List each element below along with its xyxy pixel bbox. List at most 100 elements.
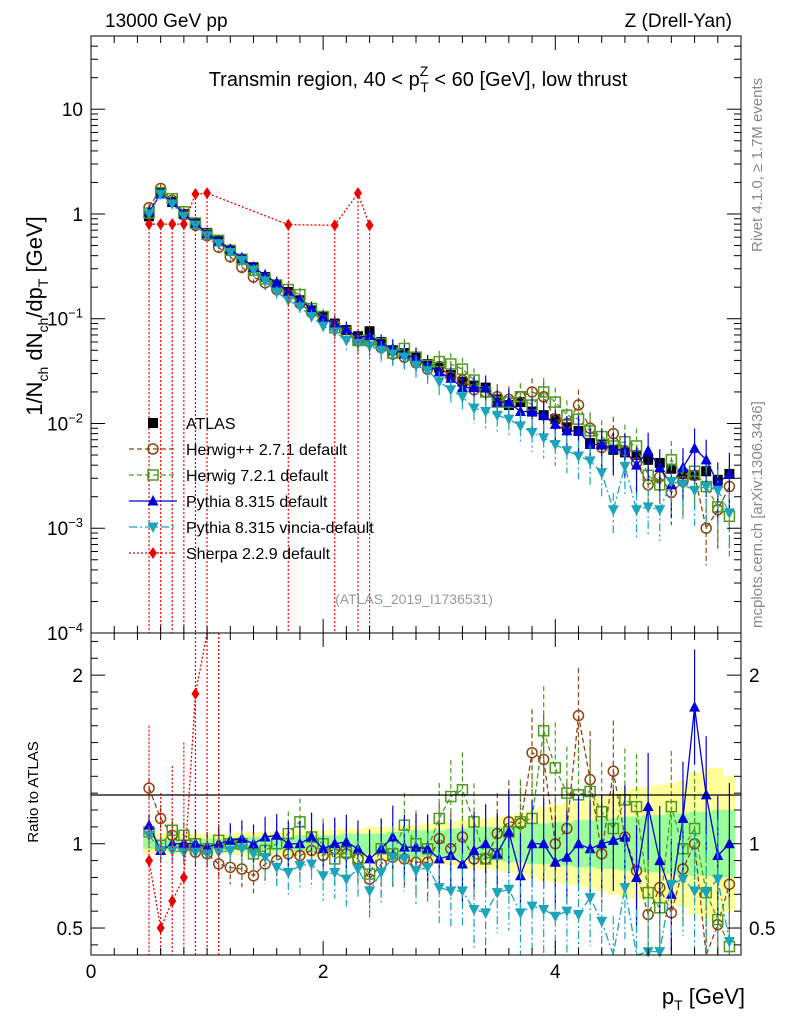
ratio-series-sherpa-2-2-9-default bbox=[145, 632, 220, 955]
point-herwig-2-7-1-default bbox=[572, 399, 585, 411]
point-pythia-8-315-vincia-default bbox=[607, 505, 619, 516]
point-pythia-8-315-default bbox=[491, 396, 503, 407]
legend-marker-sherpa-2-2-9-default bbox=[149, 547, 157, 559]
point-pythia-8-315-vincia-default bbox=[224, 247, 236, 259]
ratio-point-pythia-8-315-vincia-default bbox=[503, 884, 515, 896]
point-pythia-8-315-vincia-default bbox=[642, 502, 654, 513]
point-pythia-8-315-vincia-default bbox=[306, 312, 318, 323]
main-ytick-label: 1 bbox=[72, 205, 83, 226]
ratio-ytick-label-right: 2 bbox=[749, 666, 760, 687]
point-pythia-8-315-vincia-default bbox=[352, 339, 364, 350]
point-sherpa-2-2-9-default bbox=[179, 218, 188, 231]
point-pythia-8-315-vincia-default bbox=[155, 189, 167, 201]
main-ytick-label-exponent: −3 bbox=[68, 515, 83, 530]
ratio-point-pythia-8-315-default bbox=[642, 800, 654, 812]
point-pythia-8-315-vincia-default bbox=[189, 220, 201, 232]
ratio-point-pythia-8-315-vincia-default bbox=[213, 847, 225, 859]
ratio-axes: 0.5 0.5 1 1 2 2 0 2 4 bbox=[57, 633, 775, 983]
legend-label-sherpa-2-2-9-default: Sherpa 2.2.9 default bbox=[186, 546, 331, 563]
series-sherpa-2-2-9-default bbox=[145, 187, 374, 633]
legend-label-pythia-8-315-default: Pythia 8.315 default bbox=[186, 494, 328, 511]
point-pythia-8-315-vincia-default bbox=[723, 508, 735, 519]
ratio-point-pythia-8-315-default bbox=[573, 837, 584, 849]
point-pythia-8-315-default bbox=[503, 396, 515, 407]
legend-marker-herwig-7-2-1-default bbox=[147, 469, 159, 481]
ratio-point-pythia-8-315-default bbox=[689, 701, 701, 712]
point-sherpa-2-2-9-default bbox=[353, 187, 362, 200]
ratio-point-herwig-7-2-1-default bbox=[561, 787, 573, 799]
point-pythia-8-315-vincia-default bbox=[480, 407, 492, 418]
point-pythia-8-315-default bbox=[317, 311, 329, 323]
ratio-point-pythia-8-315-default bbox=[654, 854, 666, 866]
point-herwig-7-2-1-default bbox=[537, 386, 550, 398]
ratio-point-herwig-2-7-1-default bbox=[607, 765, 620, 777]
ratio-point-pythia-8-315-vincia-default bbox=[689, 886, 701, 897]
point-pythia-8-315-vincia-default bbox=[503, 414, 515, 426]
ratio-point-pythia-8-315-vincia-default bbox=[514, 908, 526, 919]
point-pythia-8-315-default bbox=[306, 302, 318, 314]
point-pythia-8-315-vincia-default bbox=[433, 377, 445, 388]
ratio-point-sherpa-2-2-9-default bbox=[145, 854, 154, 867]
ratio-point-pythia-8-315-vincia-default bbox=[480, 908, 492, 919]
line-herwig-7-2-1-default bbox=[148, 191, 730, 517]
ratio-point-pythia-8-315-default bbox=[387, 830, 399, 842]
point-pythia-8-315-default bbox=[468, 381, 480, 393]
legend-marker-atlas bbox=[148, 418, 158, 428]
ratio-point-pythia-8-315-vincia-default bbox=[712, 874, 724, 886]
point-pythia-8-315-vincia-default bbox=[340, 335, 352, 347]
point-pythia-8-315-vincia-default bbox=[445, 385, 457, 396]
ratio-series-layer bbox=[143, 632, 736, 958]
point-pythia-8-315-vincia-default bbox=[665, 476, 677, 488]
main-ytick-label: 10−2 bbox=[47, 410, 83, 435]
ratio-point-pythia-8-315-default bbox=[538, 837, 550, 849]
x-axis-label: pT [GeV] bbox=[662, 984, 745, 1013]
ratio-point-sherpa-2-2-9-default bbox=[168, 895, 177, 908]
ratio-point-pythia-8-315-default bbox=[306, 830, 318, 842]
ratio-point-pythia-8-315-vincia-default bbox=[433, 883, 445, 894]
point-pythia-8-315-default bbox=[538, 409, 550, 420]
ratio-point-pythia-8-315-vincia-default bbox=[340, 874, 352, 886]
point-pythia-8-315-default bbox=[282, 285, 294, 297]
main-series-layer bbox=[143, 182, 736, 633]
ratio-frame bbox=[90, 632, 742, 956]
ratio-point-pythia-8-315-vincia-default bbox=[224, 845, 236, 857]
ratio-point-pythia-8-315-default bbox=[248, 837, 259, 849]
point-pythia-8-315-vincia-default bbox=[422, 366, 434, 377]
point-pythia-8-315-vincia-default bbox=[456, 392, 468, 403]
ratio-point-pythia-8-315-vincia-default bbox=[654, 947, 666, 958]
point-herwig-7-2-1-default bbox=[549, 396, 562, 408]
xtick-label: 2 bbox=[318, 962, 329, 983]
ratio-point-pythia-8-315-default bbox=[364, 852, 376, 864]
point-pythia-8-315-vincia-default bbox=[538, 433, 550, 444]
ratio-point-pythia-8-315-vincia-default bbox=[282, 867, 294, 879]
point-pythia-8-315-vincia-default bbox=[271, 287, 283, 298]
point-pythia-8-315-vincia-default bbox=[677, 480, 689, 491]
point-pythia-8-315-vincia-default bbox=[689, 485, 701, 497]
ratio-point-herwig-7-2-1-default bbox=[514, 816, 527, 828]
point-pythia-8-315-vincia-default bbox=[654, 505, 666, 516]
legend-label-atlas: ATLAS bbox=[186, 416, 236, 433]
ratio-point-herwig-7-2-1-default bbox=[549, 762, 562, 774]
ratio-point-pythia-8-315-default bbox=[468, 844, 480, 855]
point-sherpa-2-2-9-default bbox=[284, 218, 293, 231]
series-pythia-8-315-vincia-default bbox=[143, 189, 735, 554]
ratio-point-pythia-8-315-vincia-default bbox=[596, 916, 608, 928]
point-pythia-8-315-vincia-default bbox=[491, 410, 503, 422]
ratio-point-pythia-8-315-default bbox=[526, 837, 538, 849]
point-sherpa-2-2-9-default bbox=[330, 219, 339, 232]
point-pythia-8-315-vincia-default bbox=[178, 211, 190, 223]
ratio-ytick-label: 1 bbox=[72, 835, 83, 856]
ratio-point-pythia-8-315-default bbox=[549, 856, 561, 867]
ratio-point-pythia-8-315-vincia-default bbox=[549, 911, 561, 923]
point-pythia-8-315-vincia-default bbox=[526, 428, 538, 439]
ratio-point-pythia-8-315-default bbox=[456, 857, 468, 869]
main-ytick-label-exponent: −1 bbox=[68, 306, 83, 321]
point-pythia-8-315-default bbox=[271, 276, 283, 288]
point-sherpa-2-2-9-default bbox=[365, 219, 374, 232]
ratio-point-pythia-8-315-default bbox=[282, 837, 294, 849]
ratio-point-pythia-8-315-vincia-default bbox=[317, 871, 329, 882]
ratio-point-pythia-8-315-vincia-default bbox=[526, 901, 538, 913]
ratio-point-pythia-8-315-vincia-default bbox=[700, 888, 712, 899]
